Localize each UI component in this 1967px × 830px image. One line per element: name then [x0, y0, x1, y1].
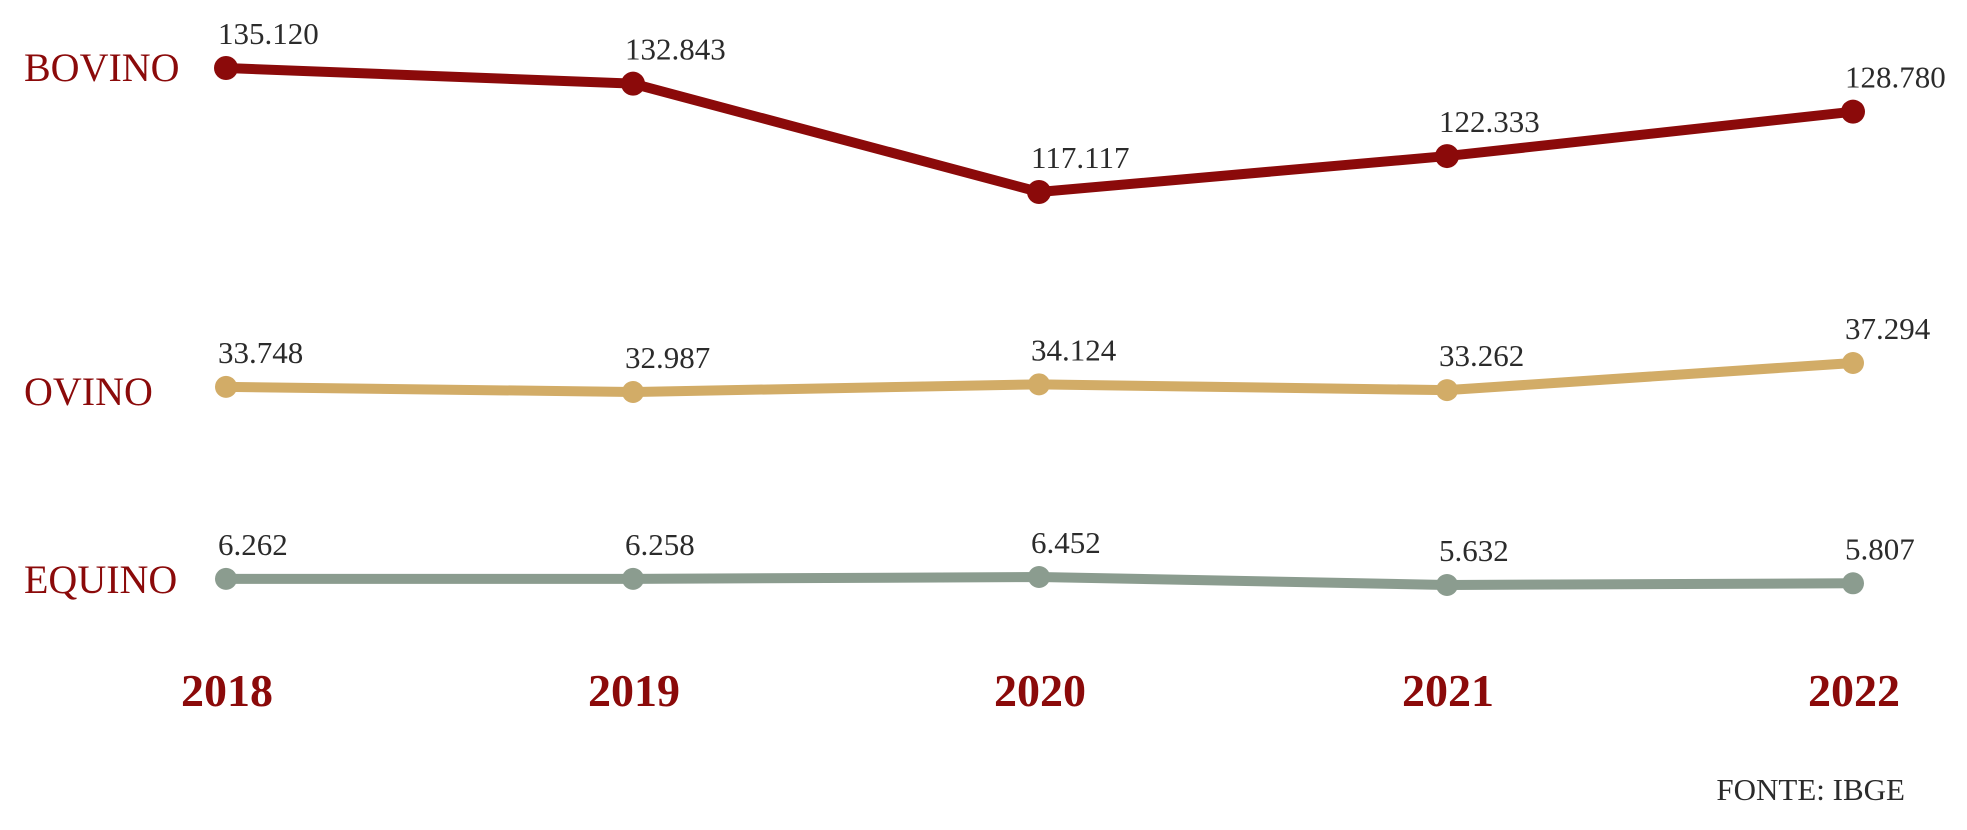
data-point-ovino-2020 [1028, 373, 1050, 396]
data-label-equino-2019: 6.258 [625, 527, 695, 562]
data-point-equino-2019 [622, 567, 644, 590]
data-point-equino-2021 [1436, 574, 1458, 596]
data-label-equino-2020: 6.452 [1031, 525, 1101, 560]
series-label-bovino: BOVINO [24, 45, 180, 90]
data-label-bovino-2021: 122.333 [1439, 104, 1540, 139]
x-tick-label-2018: 2018 [181, 665, 273, 716]
series-label-ovino: OVINO [24, 369, 153, 414]
data-point-equino-2022 [1842, 572, 1864, 595]
data-label-ovino-2019: 32.987 [625, 340, 710, 375]
data-label-bovino-2022: 128.780 [1845, 60, 1946, 95]
series-ovino: OVINO 33.748 32.987 34.124 33.262 37.294 [24, 311, 1931, 414]
data-point-bovino-2021 [1435, 144, 1459, 169]
data-label-ovino-2022: 37.294 [1845, 311, 1931, 346]
x-tick-label-2022: 2022 [1808, 665, 1900, 716]
x-axis-tick-labels: 2018 2019 2020 2021 2022 [181, 665, 1900, 716]
data-point-bovino-2018 [214, 56, 238, 80]
data-label-equino-2021: 5.632 [1439, 533, 1509, 568]
data-point-ovino-2018 [215, 375, 237, 398]
data-point-bovino-2022 [1841, 99, 1865, 124]
series-bovino: BOVINO 135.120 132.843 117.117 122.333 128.78… [24, 16, 1946, 204]
data-point-equino-2020 [1028, 566, 1050, 588]
series-label-equino: EQUINO [24, 557, 177, 602]
x-tick-label-2020: 2020 [994, 665, 1086, 716]
data-point-ovino-2022 [1842, 352, 1864, 374]
data-point-ovino-2021 [1436, 379, 1458, 402]
data-label-bovino-2019: 132.843 [625, 32, 726, 67]
data-point-equino-2018 [215, 567, 237, 590]
source-note: FONTE: IBGE [1716, 772, 1905, 807]
data-label-ovino-2018: 33.748 [218, 335, 303, 370]
x-tick-label-2019: 2019 [588, 665, 680, 716]
series-layer: BOVINO 135.120 132.843 117.117 122.333 128.78… [24, 16, 1946, 602]
data-label-ovino-2020: 34.124 [1031, 332, 1117, 367]
data-label-ovino-2021: 33.262 [1439, 338, 1524, 373]
data-point-bovino-2020 [1027, 180, 1051, 204]
x-tick-label-2021: 2021 [1402, 665, 1494, 716]
series-equino: EQUINO 6.262 6.258 6.452 5.632 5.807 [24, 525, 1915, 602]
data-label-bovino-2020: 117.117 [1031, 140, 1129, 175]
data-label-equino-2018: 6.262 [218, 527, 288, 562]
data-label-equino-2022: 5.807 [1845, 531, 1915, 566]
data-point-bovino-2019 [621, 71, 645, 96]
data-point-ovino-2019 [622, 381, 644, 403]
data-label-bovino-2018: 135.120 [218, 16, 319, 51]
